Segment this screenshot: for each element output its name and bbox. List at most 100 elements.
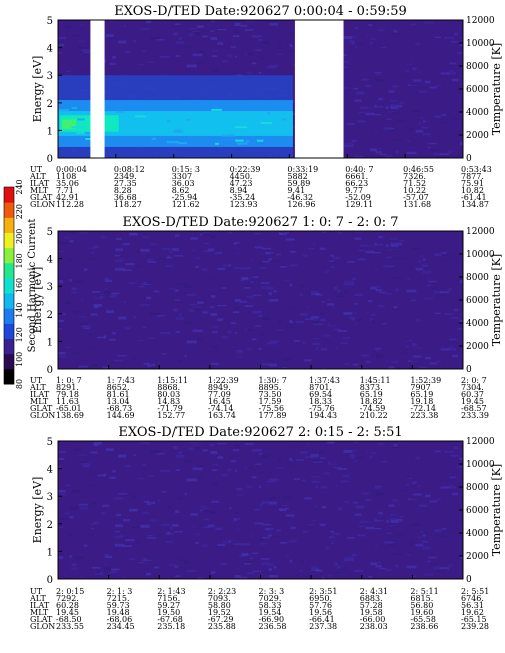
y-tick-label: 0 <box>47 365 53 376</box>
ephemeris-value: 2: 3:51 <box>309 587 337 596</box>
ephemeris-value: 1: 7:43 <box>107 376 135 385</box>
ephemeris-value: 66.23 <box>345 179 368 188</box>
ephemeris-value: 237.38 <box>309 622 337 631</box>
ephemeris-value: 6815. <box>410 594 433 603</box>
ephemeris-value: 69.54 <box>309 390 332 399</box>
ephemeris-value: 7304. <box>461 383 484 392</box>
ephemeris-value: 2: 4:31 <box>360 587 388 596</box>
colorbar-tick-label: 200 <box>15 229 24 244</box>
colorbar-tick-label: 120 <box>15 327 24 342</box>
colorbar-frame <box>3 186 15 385</box>
ephemeris-value: 17.59 <box>259 397 282 406</box>
ephemeris-value: -67.29 <box>208 615 234 624</box>
ephemeris-value: 6661. <box>345 172 368 181</box>
ephemeris-row-label: UT <box>30 165 43 174</box>
ephemeris-value: -68.50 <box>56 615 82 624</box>
band-speck <box>260 122 272 124</box>
ephemeris-value: 4450. <box>230 172 253 181</box>
y2-tick-label: 8000 <box>466 483 489 493</box>
panel-3: EXOS-D/TED Date:920627 2: 0:15 - 2: 5:51… <box>29 425 503 631</box>
ephemeris-value: -35.24 <box>230 193 256 202</box>
ephemeris-value: 236.58 <box>259 622 287 631</box>
y-tick-label: 4 <box>47 465 53 476</box>
ephemeris-value: 2: 1:43 <box>157 587 185 596</box>
ephemeris-value: 19.54 <box>259 608 282 617</box>
ephemeris-value: -68.06 <box>107 615 133 624</box>
band-speck <box>211 108 222 111</box>
band-speck <box>115 110 125 113</box>
colorbar-tick-label: 100 <box>15 352 24 367</box>
ephemeris-row-label: GLON <box>30 200 55 209</box>
ephemeris-value: 152.77 <box>157 411 185 420</box>
ephemeris-value: 7215. <box>107 594 130 603</box>
y-tick-label: 1 <box>47 547 53 558</box>
ephemeris-value: 233.39 <box>461 411 489 420</box>
ephemeris-value: -66.41 <box>309 615 335 624</box>
ephemeris-value: 6950. <box>309 594 332 603</box>
ephemeris-value: 19.56 <box>309 608 332 617</box>
y-tick-label: 2 <box>47 310 53 321</box>
ephemeris-value: 8949. <box>208 383 231 392</box>
ephemeris-value: 163.74 <box>208 411 236 420</box>
ephemeris-value: 2: 0: 7 <box>461 376 487 385</box>
band-speck <box>235 126 247 129</box>
band-speck <box>245 140 249 143</box>
colorbar-label: Second Harmonic Current <box>27 219 38 353</box>
ephemeris-value: 56.80 <box>410 601 433 610</box>
ephemeris-value: 19.45 <box>56 608 79 617</box>
ephemeris-value: 2: 5:11 <box>410 587 438 596</box>
y2-tick-label: 8000 <box>466 273 489 283</box>
ephemeris-value: 60.37 <box>461 390 484 399</box>
ephemeris-row-label: MLT <box>30 186 49 195</box>
ephemeris-value: 59.27 <box>157 601 180 610</box>
band-speck <box>221 134 235 137</box>
colorbar-segment <box>4 217 14 233</box>
ephemeris-value: 129.11 <box>345 200 373 209</box>
ephemeris-value: -75.56 <box>259 404 285 413</box>
ephemeris-value: 13.04 <box>107 397 130 406</box>
ephemeris-value: 59.73 <box>107 601 130 610</box>
ephemeris-value: 58.33 <box>259 601 282 610</box>
ephemeris-value: 234.45 <box>107 622 135 631</box>
ephemeris-value: -74.14 <box>208 404 234 413</box>
ephemeris-value: 7326. <box>403 172 426 181</box>
ephemeris-value: -65.01 <box>56 404 82 413</box>
ephemeris-value: 81.61 <box>107 390 130 399</box>
y2-tick-label: 4000 <box>466 529 489 539</box>
band-peak <box>62 119 76 130</box>
ephemeris-value: -71.79 <box>157 404 183 413</box>
ephemeris-value: 235.88 <box>208 622 236 631</box>
y2-tick-label: 0 <box>466 154 472 164</box>
ephemeris-value: -25.94 <box>172 193 198 202</box>
ephemeris-value: 65.19 <box>410 390 433 399</box>
band-speck <box>173 130 183 133</box>
ephemeris-value: 7292. <box>56 594 79 603</box>
ephemeris-value: 27.35 <box>114 179 137 188</box>
ephemeris-row-label: ALT <box>29 172 46 181</box>
ephemeris-value: 6746. <box>461 594 484 603</box>
ephemeris-value: 2: 3: 3 <box>259 587 285 596</box>
y-tick-label: 3 <box>47 282 53 293</box>
ephemeris-value: 8373. <box>360 383 383 392</box>
panel-title: EXOS-D/TED Date:920627 1: 0: 7 - 2: 0: 7 <box>122 215 398 230</box>
colorbar-segment <box>4 338 14 355</box>
y-tick-label: 5 <box>47 437 53 448</box>
colorbar-segment <box>4 308 14 324</box>
ephemeris-value: 8868. <box>157 383 180 392</box>
ephemeris-row-label: MLT <box>30 397 49 406</box>
ephemeris-value: 138.69 <box>56 411 84 420</box>
colorbar-segment <box>4 323 14 340</box>
band-speck <box>178 142 188 145</box>
ephemeris-value: 223.38 <box>410 411 438 420</box>
ephemeris-value: 8.94 <box>230 186 248 195</box>
band-speck <box>151 137 157 140</box>
ephemeris-value: 6883. <box>360 594 383 603</box>
ephemeris-value: 47.23 <box>230 179 253 188</box>
y2-tick-label: 6000 <box>466 506 489 516</box>
ephemeris-value: 1: 0: 7 <box>56 376 82 385</box>
ephemeris-value: 0:08:12 <box>114 165 145 174</box>
ephemeris-value: 8291. <box>56 383 79 392</box>
ephemeris-value: 16.45 <box>208 397 231 406</box>
band-speck <box>256 139 264 142</box>
